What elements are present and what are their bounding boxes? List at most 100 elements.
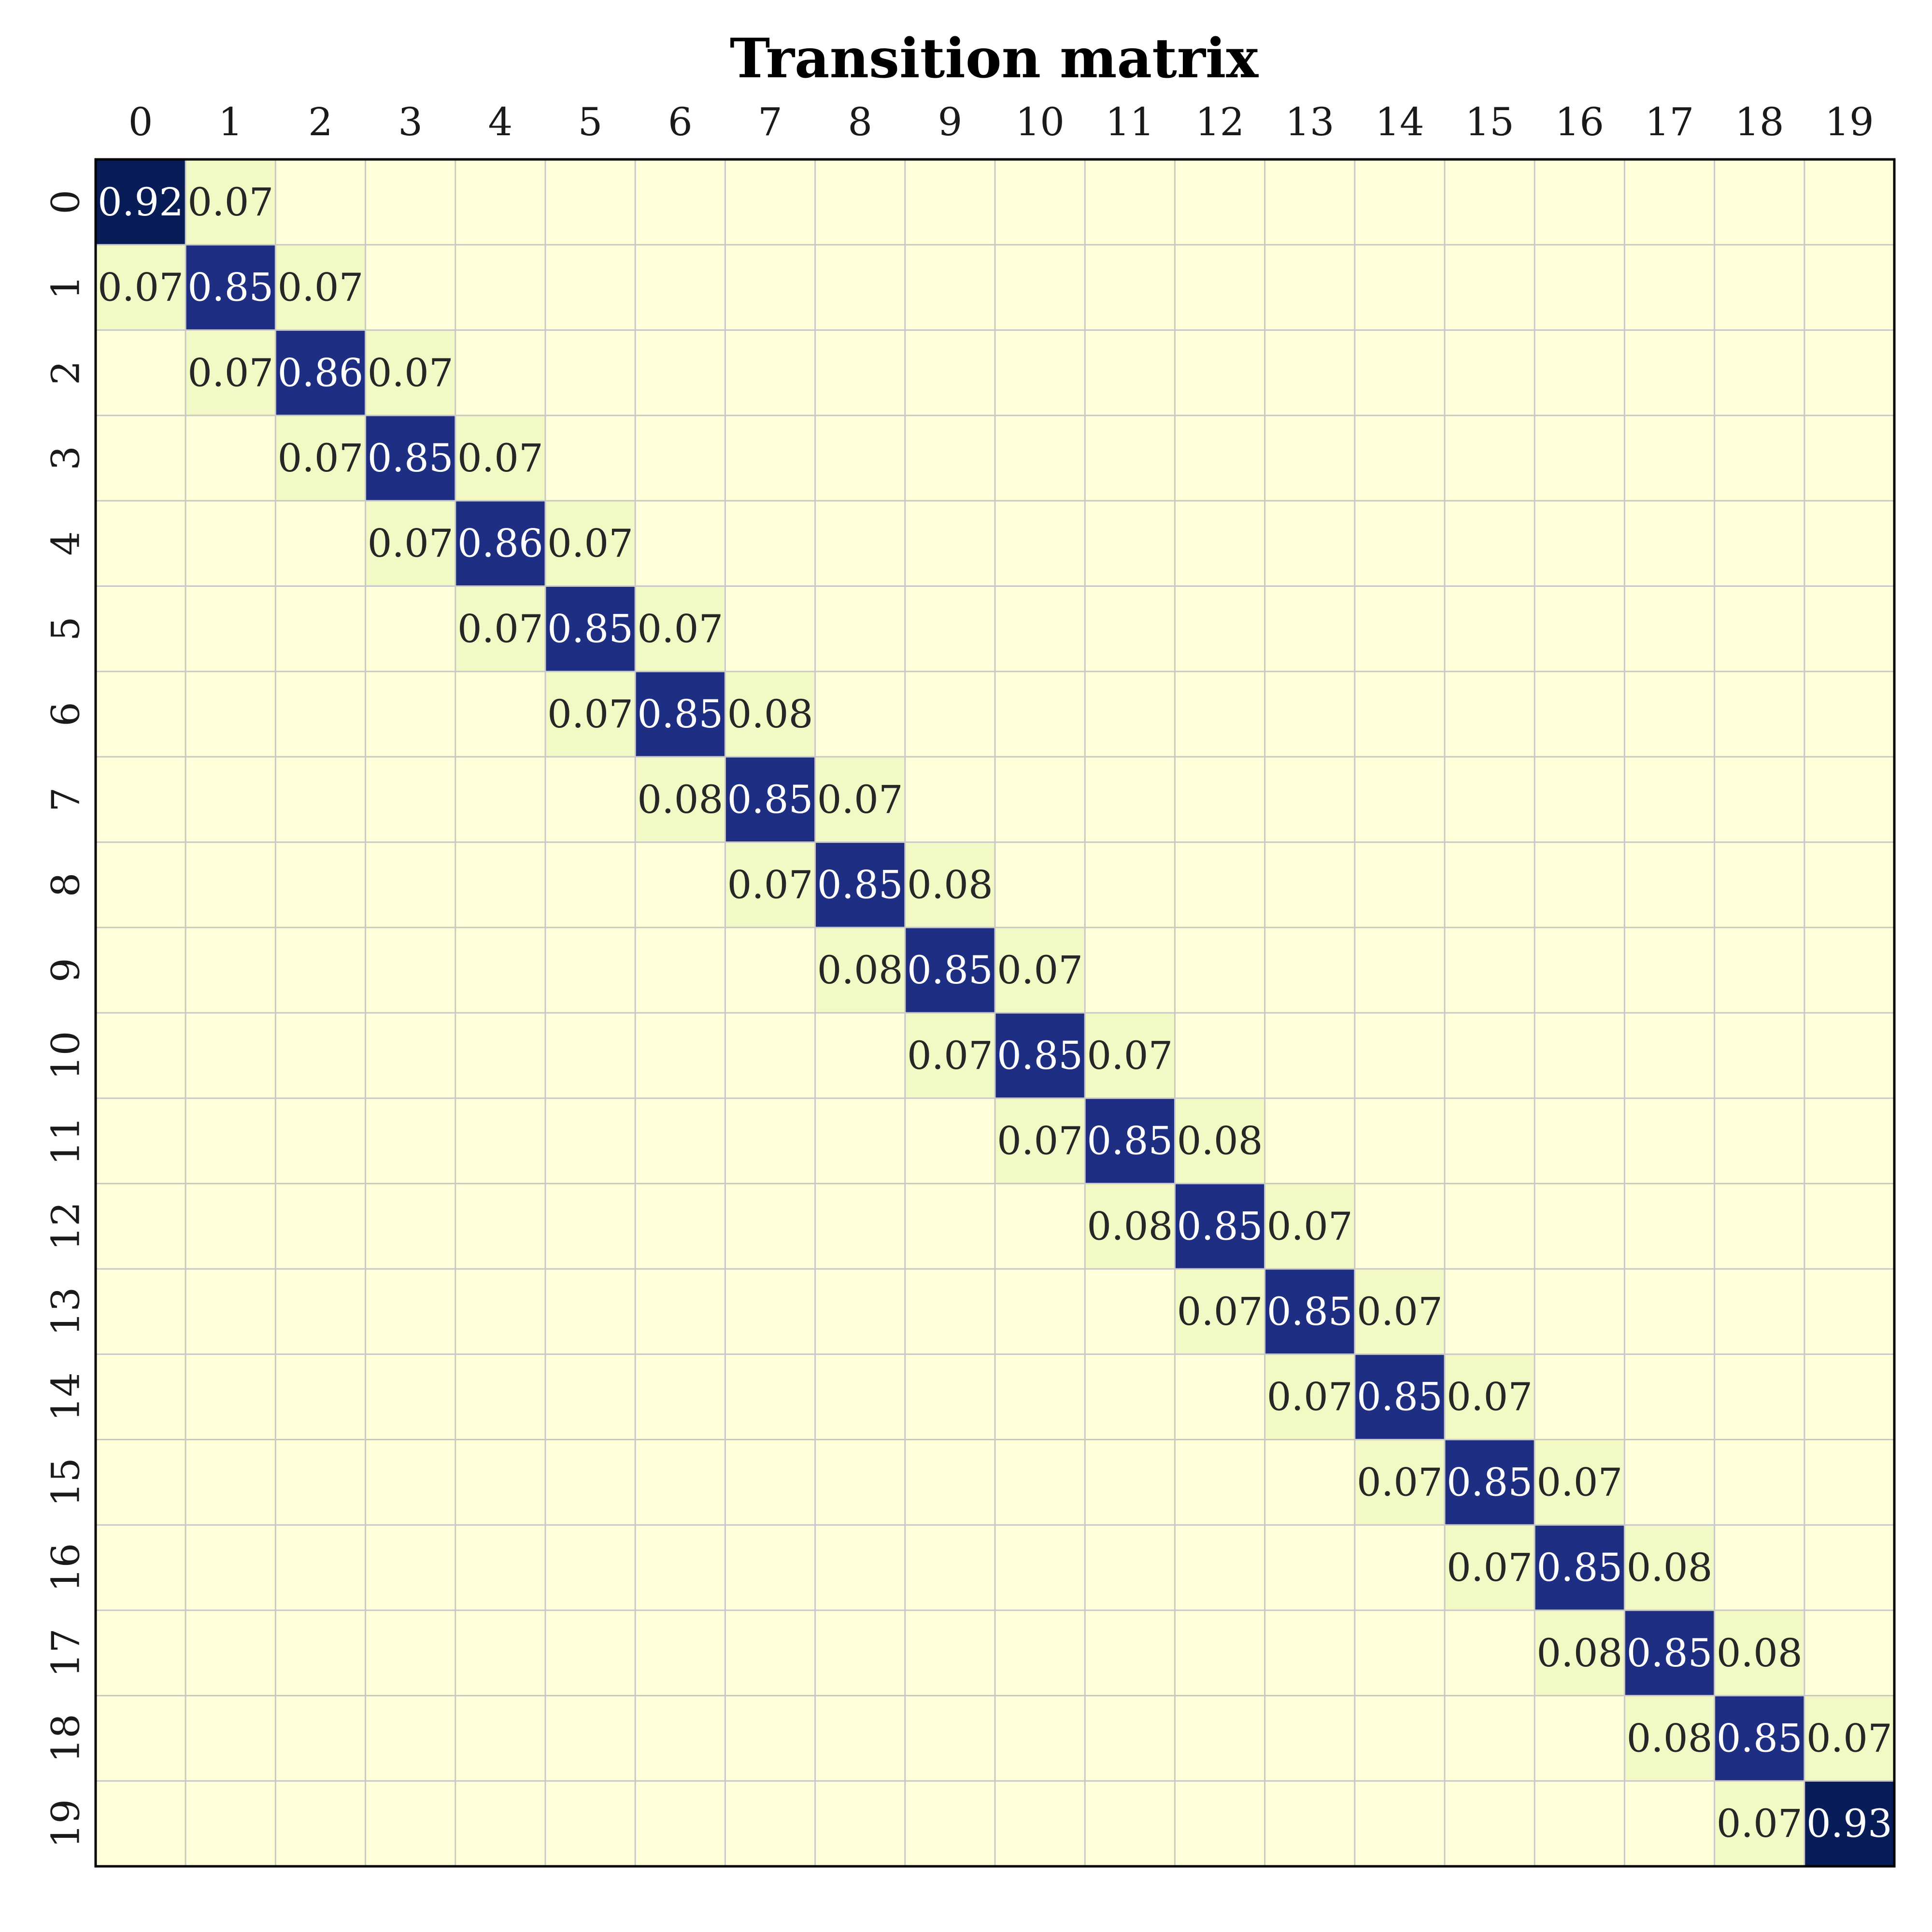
heatmap-cell-r7-c6 bbox=[635, 756, 725, 843]
heatmap-cell-r16-c18 bbox=[1714, 1525, 1805, 1611]
heatmap-cell-r18-c6 bbox=[635, 1695, 725, 1781]
heatmap-cell-r13-c11 bbox=[1085, 1269, 1175, 1355]
heatmap-cell-r3-c11 bbox=[1085, 415, 1175, 501]
heatmap-cell-r4-c5 bbox=[545, 500, 636, 586]
heatmap-cell-r3-c3 bbox=[365, 415, 456, 501]
heatmap-cell-r0-c11 bbox=[1085, 159, 1175, 245]
heatmap-cell-r16-c12 bbox=[1175, 1525, 1265, 1611]
heatmap-cell-r8-c6 bbox=[635, 842, 725, 928]
heatmap-cell-r11-c14 bbox=[1354, 1098, 1445, 1184]
heatmap-cell-r12-c17 bbox=[1624, 1183, 1715, 1269]
heatmap-cell-r13-c4 bbox=[455, 1269, 546, 1355]
heatmap-cell-r7-c2 bbox=[275, 756, 366, 843]
heatmap-cell-r16-c5 bbox=[545, 1525, 636, 1611]
heatmap-cell-r6-c11 bbox=[1085, 671, 1175, 757]
heatmap-cell-r2-c12 bbox=[1175, 330, 1265, 416]
chart-title: Transition matrix bbox=[730, 27, 1259, 90]
heatmap-cell-r1-c13 bbox=[1264, 244, 1355, 330]
heatmap-cell-r9-c5 bbox=[545, 927, 636, 1013]
cell-value-r13-c14: 0.07 bbox=[1357, 1289, 1443, 1334]
heatmap-cell-r10-c3 bbox=[365, 1013, 456, 1099]
heatmap-cell-r14-c3 bbox=[365, 1354, 456, 1440]
heatmap-cell-r11-c10 bbox=[995, 1098, 1085, 1184]
cell-value-r19-c18: 0.07 bbox=[1717, 1801, 1803, 1846]
heatmap-cell-r12-c7 bbox=[725, 1183, 816, 1269]
heatmap-cell-r4-c19 bbox=[1804, 500, 1895, 586]
heatmap-cell-r4-c8 bbox=[815, 500, 906, 586]
heatmap-cell-r7-c16 bbox=[1534, 756, 1625, 843]
heatmap-cell-r19-c0 bbox=[96, 1781, 186, 1867]
heatmap-cell-r19-c17 bbox=[1624, 1781, 1715, 1867]
cell-value-r2-c3: 0.07 bbox=[368, 350, 454, 395]
heatmap-cell-r8-c9 bbox=[905, 842, 995, 928]
heatmap-cell-r7-c8 bbox=[815, 756, 906, 843]
heatmap-cell-r9-c3 bbox=[365, 927, 456, 1013]
heatmap-cell-r7-c14 bbox=[1354, 756, 1445, 843]
cell-value-r11-c12: 0.08 bbox=[1177, 1119, 1263, 1164]
heatmap-cell-r1-c12 bbox=[1175, 244, 1265, 330]
heatmap-cell-r14-c12 bbox=[1175, 1354, 1265, 1440]
cell-value-r2-c2: 0.86 bbox=[277, 350, 363, 395]
heatmap-cell-r10-c18 bbox=[1714, 1013, 1805, 1099]
heatmap-cell-r11-c13 bbox=[1264, 1098, 1355, 1184]
heatmap-cell-r4-c14 bbox=[1354, 500, 1445, 586]
heatmap-cell-r5-c13 bbox=[1264, 586, 1355, 672]
cell-value-r5-c4: 0.07 bbox=[457, 606, 543, 651]
cell-value-r13-c13: 0.85 bbox=[1267, 1289, 1353, 1334]
heatmap-cell-r8-c7 bbox=[725, 842, 816, 928]
heatmap-cell-r8-c11 bbox=[1085, 842, 1175, 928]
y-tick-label-14: 14 bbox=[43, 1372, 88, 1421]
heatmap-cell-r6-c1 bbox=[185, 671, 276, 757]
heatmap-cell-r0-c15 bbox=[1445, 159, 1535, 245]
heatmap-cell-r9-c14 bbox=[1354, 927, 1445, 1013]
heatmap-cell-r7-c10 bbox=[995, 756, 1085, 843]
heatmap-cell-r14-c4 bbox=[455, 1354, 546, 1440]
x-tick-label-2: 2 bbox=[308, 99, 333, 144]
cell-value-r12-c12: 0.85 bbox=[1177, 1204, 1263, 1249]
heatmap-cell-r15-c3 bbox=[365, 1439, 456, 1525]
heatmap-cell-r9-c10 bbox=[995, 927, 1085, 1013]
heatmap-cell-r15-c11 bbox=[1085, 1439, 1175, 1525]
heatmap-cell-r14-c16 bbox=[1534, 1354, 1625, 1440]
heatmap-cell-r18-c2 bbox=[275, 1695, 366, 1781]
heatmap-cell-r1-c17 bbox=[1624, 244, 1715, 330]
heatmap-cell-r3-c12 bbox=[1175, 415, 1265, 501]
heatmap-cell-r5-c10 bbox=[995, 586, 1085, 672]
y-tick-label-0: 0 bbox=[43, 190, 88, 214]
heatmap-cell-r0-c19 bbox=[1804, 159, 1895, 245]
heatmap-cell-r13-c16 bbox=[1534, 1269, 1625, 1355]
heatmap-cell-r4-c7 bbox=[725, 500, 816, 586]
heatmap-cell-r0-c4 bbox=[455, 159, 546, 245]
heatmap-cell-r15-c15 bbox=[1445, 1439, 1535, 1525]
heatmap-cell-r5-c15 bbox=[1445, 586, 1535, 672]
heatmap-cell-r4-c11 bbox=[1085, 500, 1175, 586]
heatmap-cell-r0-c2 bbox=[275, 159, 366, 245]
heatmap-cell-r11-c2 bbox=[275, 1098, 366, 1184]
y-tick-label-1: 1 bbox=[43, 275, 88, 300]
heatmap-cell-r17-c8 bbox=[815, 1610, 906, 1696]
heatmap-cell-r16-c11 bbox=[1085, 1525, 1175, 1611]
heatmap-cell-r5-c12 bbox=[1175, 586, 1265, 672]
x-tick-label-14: 14 bbox=[1375, 99, 1424, 144]
heatmap-cell-r2-c4 bbox=[455, 330, 546, 416]
heatmap-cell-r9-c12 bbox=[1175, 927, 1265, 1013]
heatmap-cell-r17-c7 bbox=[725, 1610, 816, 1696]
heatmap-grid bbox=[96, 159, 1894, 1866]
cell-value-r6-c7: 0.08 bbox=[727, 692, 813, 737]
heatmap-cell-r17-c15 bbox=[1445, 1610, 1535, 1696]
heatmap-cell-r15-c14 bbox=[1354, 1439, 1445, 1525]
heatmap-cell-r2-c2 bbox=[275, 330, 366, 416]
heatmap-cell-r12-c0 bbox=[96, 1183, 186, 1269]
heatmap-cell-r19-c9 bbox=[905, 1781, 995, 1867]
heatmap-cell-r17-c19 bbox=[1804, 1610, 1895, 1696]
x-tick-label-12: 12 bbox=[1195, 99, 1245, 144]
heatmap-cell-r2-c6 bbox=[635, 330, 725, 416]
x-tick-label-5: 5 bbox=[578, 99, 603, 144]
heatmap-cell-r8-c15 bbox=[1445, 842, 1535, 928]
heatmap-cell-r19-c15 bbox=[1445, 1781, 1535, 1867]
heatmap-cell-r16-c4 bbox=[455, 1525, 546, 1611]
heatmap-cell-r12-c4 bbox=[455, 1183, 546, 1269]
heatmap-cell-r1-c7 bbox=[725, 244, 816, 330]
heatmap-cell-r6-c17 bbox=[1624, 671, 1715, 757]
heatmap-cell-r2-c11 bbox=[1085, 330, 1175, 416]
